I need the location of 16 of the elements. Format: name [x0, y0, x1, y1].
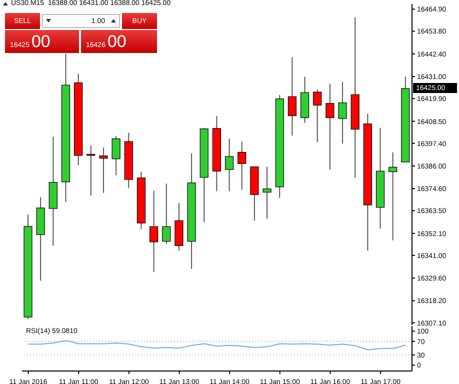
- candlestick: [238, 141, 246, 190]
- candlestick: [338, 81, 347, 144]
- candlestick: [313, 88, 322, 143]
- candlestick: [112, 136, 120, 176]
- candlestick: [224, 138, 234, 192]
- candlestick: [86, 145, 96, 196]
- candlestick: [262, 166, 272, 220]
- candlestick: [150, 190, 158, 272]
- candlestick: [99, 147, 108, 194]
- annotation: 00: [31, 32, 50, 51]
- candlestick: [162, 182, 171, 244]
- candlestick: [288, 56, 296, 136]
- candlestick: [388, 152, 398, 241]
- candlestick: [326, 83, 334, 170]
- line-series: [28, 340, 406, 350]
- annotation: 00: [107, 32, 126, 51]
